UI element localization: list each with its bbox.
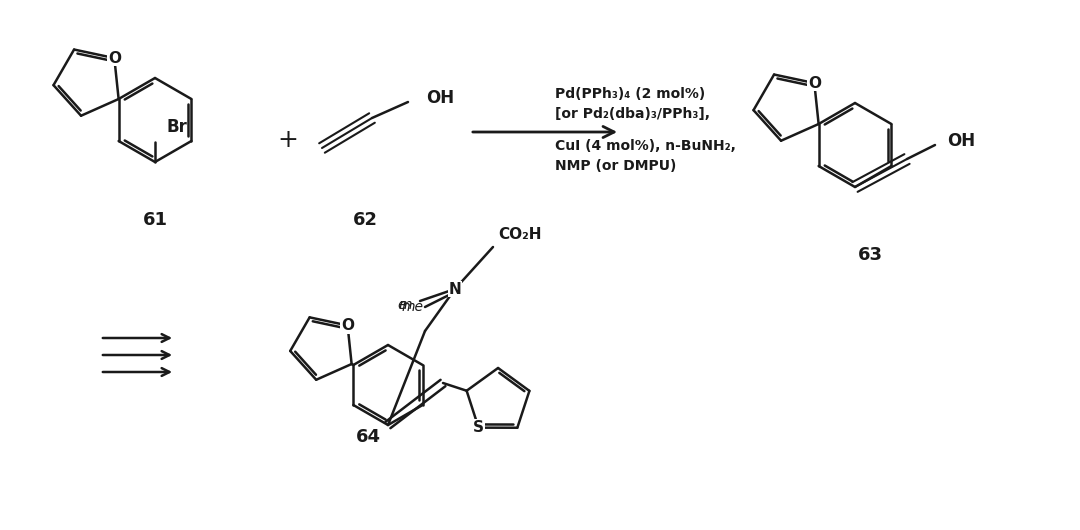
Text: [or Pd₂(dba)₃/PPh₃],: [or Pd₂(dba)₃/PPh₃], xyxy=(555,107,710,121)
Text: S: S xyxy=(473,420,484,435)
Text: m: m xyxy=(399,298,411,312)
Text: me: me xyxy=(402,300,424,314)
Text: OH: OH xyxy=(426,89,454,107)
Text: O: O xyxy=(341,318,354,333)
Text: 61: 61 xyxy=(143,211,167,229)
Text: e: e xyxy=(397,298,406,312)
Text: Pd(PPh₃)₄ (2 mol%): Pd(PPh₃)₄ (2 mol%) xyxy=(555,87,705,101)
Text: N: N xyxy=(448,281,461,296)
Text: CuI (4 mol%), n-BuNH₂,: CuI (4 mol%), n-BuNH₂, xyxy=(555,139,735,153)
Text: NMP (or DMPU): NMP (or DMPU) xyxy=(555,159,676,173)
Text: CO₂H: CO₂H xyxy=(498,227,541,242)
Text: OH: OH xyxy=(947,132,975,150)
Text: O: O xyxy=(808,76,821,91)
Text: 63: 63 xyxy=(858,246,882,264)
Text: Br: Br xyxy=(167,118,188,136)
Text: +: + xyxy=(278,128,298,152)
Text: 64: 64 xyxy=(355,428,380,446)
Text: 62: 62 xyxy=(352,211,378,229)
Text: O: O xyxy=(108,50,121,66)
